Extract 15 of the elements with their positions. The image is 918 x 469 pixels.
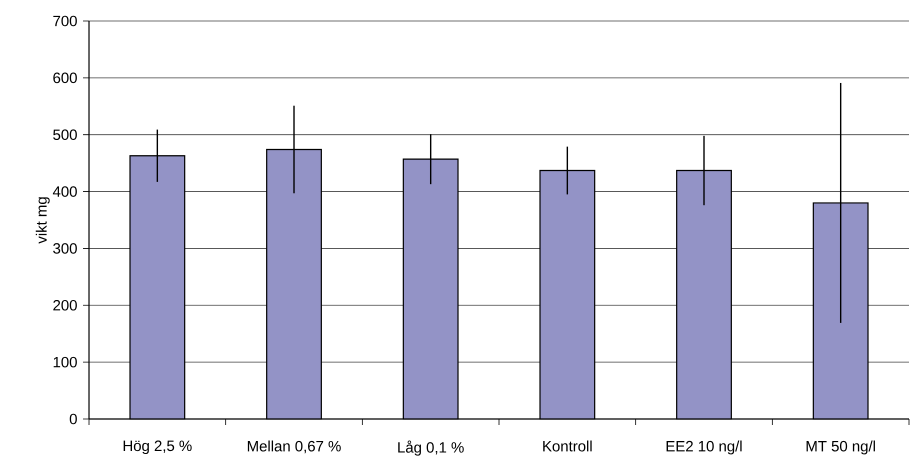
y-tick-label: 500 — [53, 129, 77, 140]
x-tick-label: Mellan 0,67 % — [248, 440, 341, 454]
x-tick-label: Kontroll — [543, 440, 592, 452]
y-tick-label: 100 — [54, 356, 77, 368]
x-tick-label: Låg 0,1 % — [398, 440, 464, 456]
y-tick-label: 0 — [70, 414, 77, 424]
y-tick-label: 700 — [53, 16, 77, 26]
y-tick-label: 200 — [53, 300, 77, 311]
y-tick-label: 400 — [52, 186, 77, 197]
x-tick-label: EE2 10 ng/l — [666, 440, 742, 454]
x-tick-label: MT 50 ng/l — [806, 440, 875, 454]
x-tick-label: Hög 2,5 % — [124, 440, 192, 454]
y-tick-label: 300 — [53, 243, 77, 254]
y-axis-title: vikt mg — [36, 197, 50, 244]
y-tick-label: 600 — [53, 72, 77, 84]
